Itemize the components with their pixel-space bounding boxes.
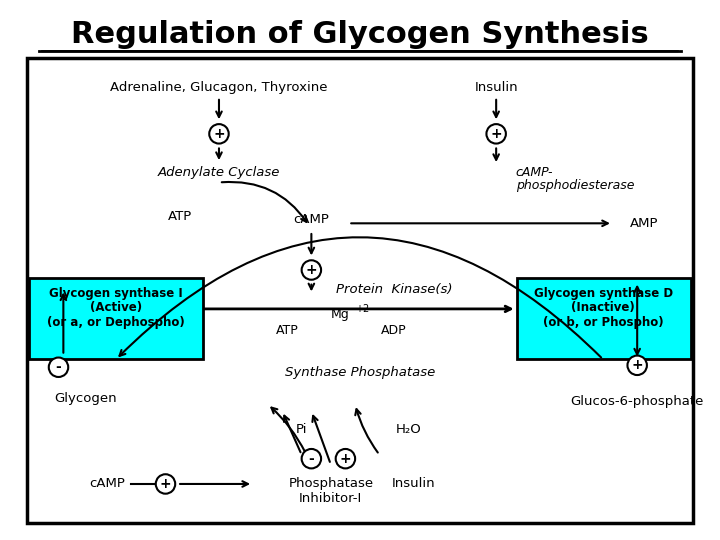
Text: (or b, or Phospho): (or b, or Phospho): [543, 316, 663, 329]
Text: H₂O: H₂O: [396, 423, 421, 436]
Text: Protein  Kinase(s): Protein Kinase(s): [336, 283, 452, 296]
Text: +: +: [213, 127, 225, 141]
Text: (Active): (Active): [90, 301, 142, 314]
Text: +: +: [490, 127, 502, 141]
Text: (or a, or Dephospho): (or a, or Dephospho): [47, 316, 185, 329]
Text: Pi: Pi: [296, 423, 307, 436]
Text: Inhibitor-I: Inhibitor-I: [300, 492, 362, 505]
Circle shape: [302, 260, 321, 280]
Text: cAMP-: cAMP-: [516, 166, 553, 179]
Text: Glycogen synthase I: Glycogen synthase I: [49, 287, 183, 300]
Circle shape: [336, 449, 355, 468]
Text: +: +: [340, 451, 351, 465]
FancyBboxPatch shape: [27, 58, 693, 523]
Text: Phosphatase: Phosphatase: [288, 477, 374, 490]
Circle shape: [210, 124, 229, 144]
Text: ATP: ATP: [168, 210, 192, 223]
Circle shape: [302, 449, 321, 468]
Text: +: +: [631, 359, 643, 372]
Text: Insulin: Insulin: [474, 80, 518, 93]
Text: +2: +2: [355, 304, 369, 314]
Text: cAMP: cAMP: [89, 477, 125, 490]
FancyBboxPatch shape: [516, 278, 690, 360]
FancyBboxPatch shape: [30, 278, 204, 360]
Text: Adenylate Cyclase: Adenylate Cyclase: [158, 166, 280, 179]
Circle shape: [156, 474, 175, 494]
Text: ATP: ATP: [276, 324, 298, 337]
Text: +: +: [305, 263, 318, 277]
Text: Glucos-6-phosphate: Glucos-6-phosphate: [570, 395, 704, 408]
Text: AMP: AMP: [631, 217, 659, 230]
Text: Glycogen: Glycogen: [55, 392, 117, 405]
Text: phosphodiesterase: phosphodiesterase: [516, 179, 634, 192]
Text: Regulation of Glycogen Synthesis: Regulation of Glycogen Synthesis: [71, 20, 649, 49]
Circle shape: [627, 355, 647, 375]
Circle shape: [487, 124, 506, 144]
Circle shape: [49, 357, 68, 377]
Text: Insulin: Insulin: [392, 477, 436, 490]
Text: +: +: [160, 477, 171, 491]
Text: Glycogen synthase D: Glycogen synthase D: [534, 287, 672, 300]
Text: -: -: [55, 360, 61, 374]
Text: Mg: Mg: [330, 308, 350, 321]
Text: Adrenaline, Glucagon, Thyroxine: Adrenaline, Glucagon, Thyroxine: [110, 80, 328, 93]
Text: Synthase Phosphatase: Synthase Phosphatase: [285, 366, 435, 379]
Text: cAMP: cAMP: [294, 213, 329, 226]
Text: (Inactive): (Inactive): [571, 301, 635, 314]
Text: ADP: ADP: [381, 324, 407, 337]
Text: -: -: [308, 451, 314, 465]
